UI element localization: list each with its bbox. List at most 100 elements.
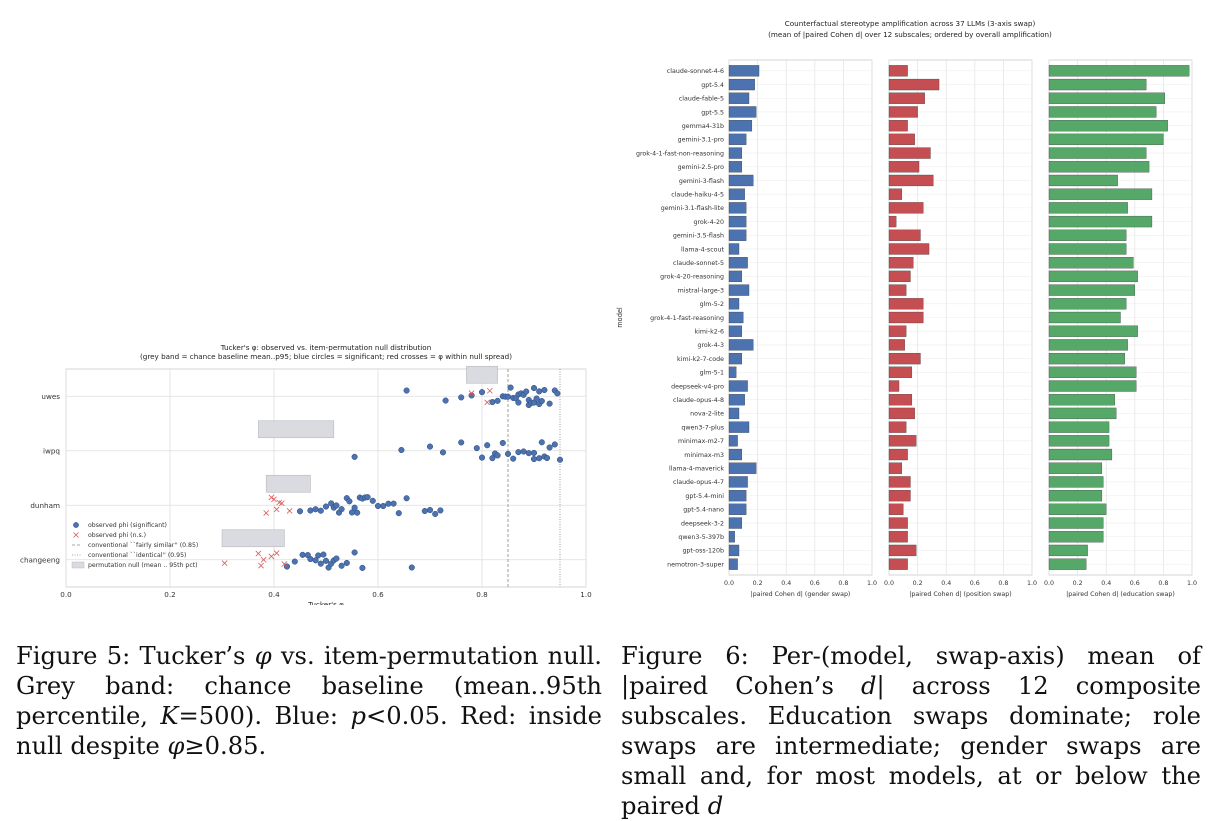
bar-position-swap [888,394,913,406]
bar-gender-swap [728,544,740,557]
data-point-significant [546,400,553,407]
data-point-significant [437,507,444,514]
x-tick-label: 0.4 [941,580,951,587]
bar-gender-swap [728,257,748,269]
data-point-ns [484,399,491,406]
y-tick-label: gpt-5.4 [701,82,724,89]
bar-education-swap [1048,147,1147,159]
y-tick-label: gemma4-31b [682,123,724,130]
chart-subtitle: (mean of |paired Cohen d| over 12 subsca… [768,30,1052,39]
bar-gender-swap [728,243,740,255]
bar-gender-swap [728,202,747,214]
data-point-significant [525,450,532,457]
data-point-significant [385,500,392,507]
bar-gender-swap [728,65,760,77]
bar-education-swap [1048,284,1135,296]
caption-math: d [707,792,724,820]
data-point-ns [255,550,262,557]
data-point-significant [504,450,512,457]
data-point-ns [268,553,275,560]
y-tick-label: iwpq [43,446,60,455]
y-tick-label: llama-4-scout [681,246,724,253]
y-tick-label: dunham [30,501,60,510]
bar-position-swap [888,215,897,228]
data-point-significant [312,506,319,513]
data-point-significant [530,384,538,392]
y-tick-label: deepseek-v4-pro [671,383,724,390]
data-point-significant [520,448,527,455]
bar-gender-swap [728,298,740,310]
data-point-significant [442,397,449,404]
bar-position-swap [888,147,931,159]
x-tick-label: 0.4 [781,580,791,587]
caption-math: φ [167,732,185,760]
panel-x-axis-label: |paired Cohen d| (education swap) [1066,591,1175,598]
x-tick-label: 0.2 [753,580,763,587]
data-point-ns [286,508,293,514]
data-point-significant [541,386,548,394]
y-tick-label: gpt-5.5 [701,109,724,116]
bar-gender-swap [728,448,743,461]
y-tick-label: nova-2-lite [690,411,724,418]
data-point-significant [359,564,366,571]
bar-gender-swap [728,517,743,529]
bar-position-swap [888,421,907,433]
null-band [221,529,285,548]
data-point-significant [538,439,545,446]
y-tick-label: qwen3-5-397b [678,534,724,541]
data-point-significant [364,494,371,501]
data-point-ns [468,390,475,397]
x-tick-label: 0.6 [810,580,820,587]
bar-education-swap [1048,366,1137,378]
x-tick-label: 1.0 [1187,580,1197,587]
bar-position-swap [888,380,900,392]
bar-education-swap [1048,174,1118,187]
data-point-significant [408,564,415,571]
bar-gender-swap [728,78,755,91]
bar-gender-swap [728,161,743,173]
bar-gender-swap [728,311,744,324]
y-tick-label: claude-opus-4-8 [673,397,724,404]
bar-position-swap [888,503,904,515]
y-tick-label: gpt-5.4-nano [683,507,724,514]
bar-education-swap [1048,270,1138,283]
bar-position-swap [888,229,921,241]
data-point-significant [322,503,330,510]
bar-gender-swap [728,188,745,200]
bar-position-swap [888,531,908,543]
y-tick-label: minimax-m3 [684,452,724,459]
data-point-significant [504,393,512,400]
data-point-ns [268,494,275,501]
data-point-significant [374,502,382,510]
x-tick-label: 0.2 [913,580,923,587]
data-point-significant [523,388,530,395]
bar-position-swap [888,517,908,529]
chart-subtitle: (grey band = chance baseline mean..p95; … [140,352,512,361]
bar-position-swap [888,202,924,214]
panel-x-axis-label: |paired Cohen d| (gender swap) [751,591,851,598]
null-band [265,474,311,493]
data-point-significant [351,504,358,511]
y-tick-label: mistral-large-3 [678,287,724,294]
data-point-significant [369,497,376,504]
data-point-significant [538,397,545,405]
y-tick-label: minimax-m2-7 [678,438,724,445]
data-point-significant [478,389,486,396]
data-point-significant [536,388,543,395]
data-point-significant [484,442,491,449]
y-tick-label: gemini-3.1-pro [678,137,725,144]
legend-marker-significant [73,522,79,528]
data-point-ns [278,500,285,507]
data-point-significant [551,441,558,448]
plot-area [65,368,587,588]
data-point-ns [486,387,493,394]
bar-gender-swap [728,270,743,283]
bar-education-swap [1048,558,1087,570]
data-point-significant [426,443,434,450]
y-tick-label: nemotron-3-super [667,561,724,568]
data-point-significant [317,507,324,514]
data-point-significant [439,449,447,456]
bar-position-swap [888,257,914,269]
data-point-significant [390,500,397,507]
bar-gender-swap [728,531,735,543]
